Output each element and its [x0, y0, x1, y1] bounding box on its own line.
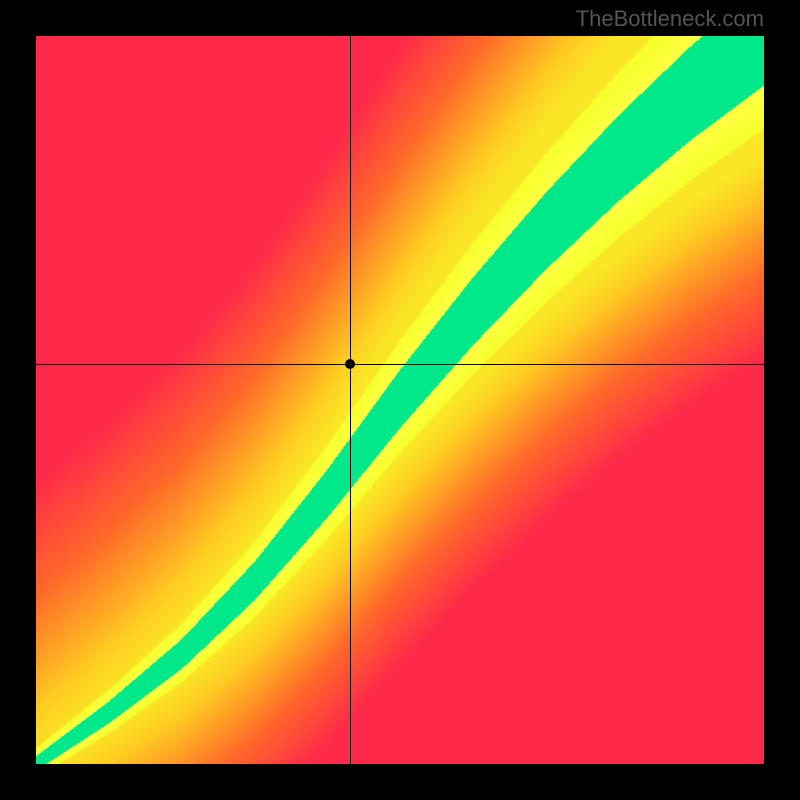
watermark-text: TheBottleneck.com [576, 6, 764, 32]
chart-container: TheBottleneck.com [0, 0, 800, 800]
crosshair-vertical [350, 36, 351, 764]
heatmap-canvas [36, 36, 764, 764]
crosshair-horizontal [36, 364, 764, 365]
crosshair-marker [345, 359, 355, 369]
plot-area [36, 36, 764, 764]
